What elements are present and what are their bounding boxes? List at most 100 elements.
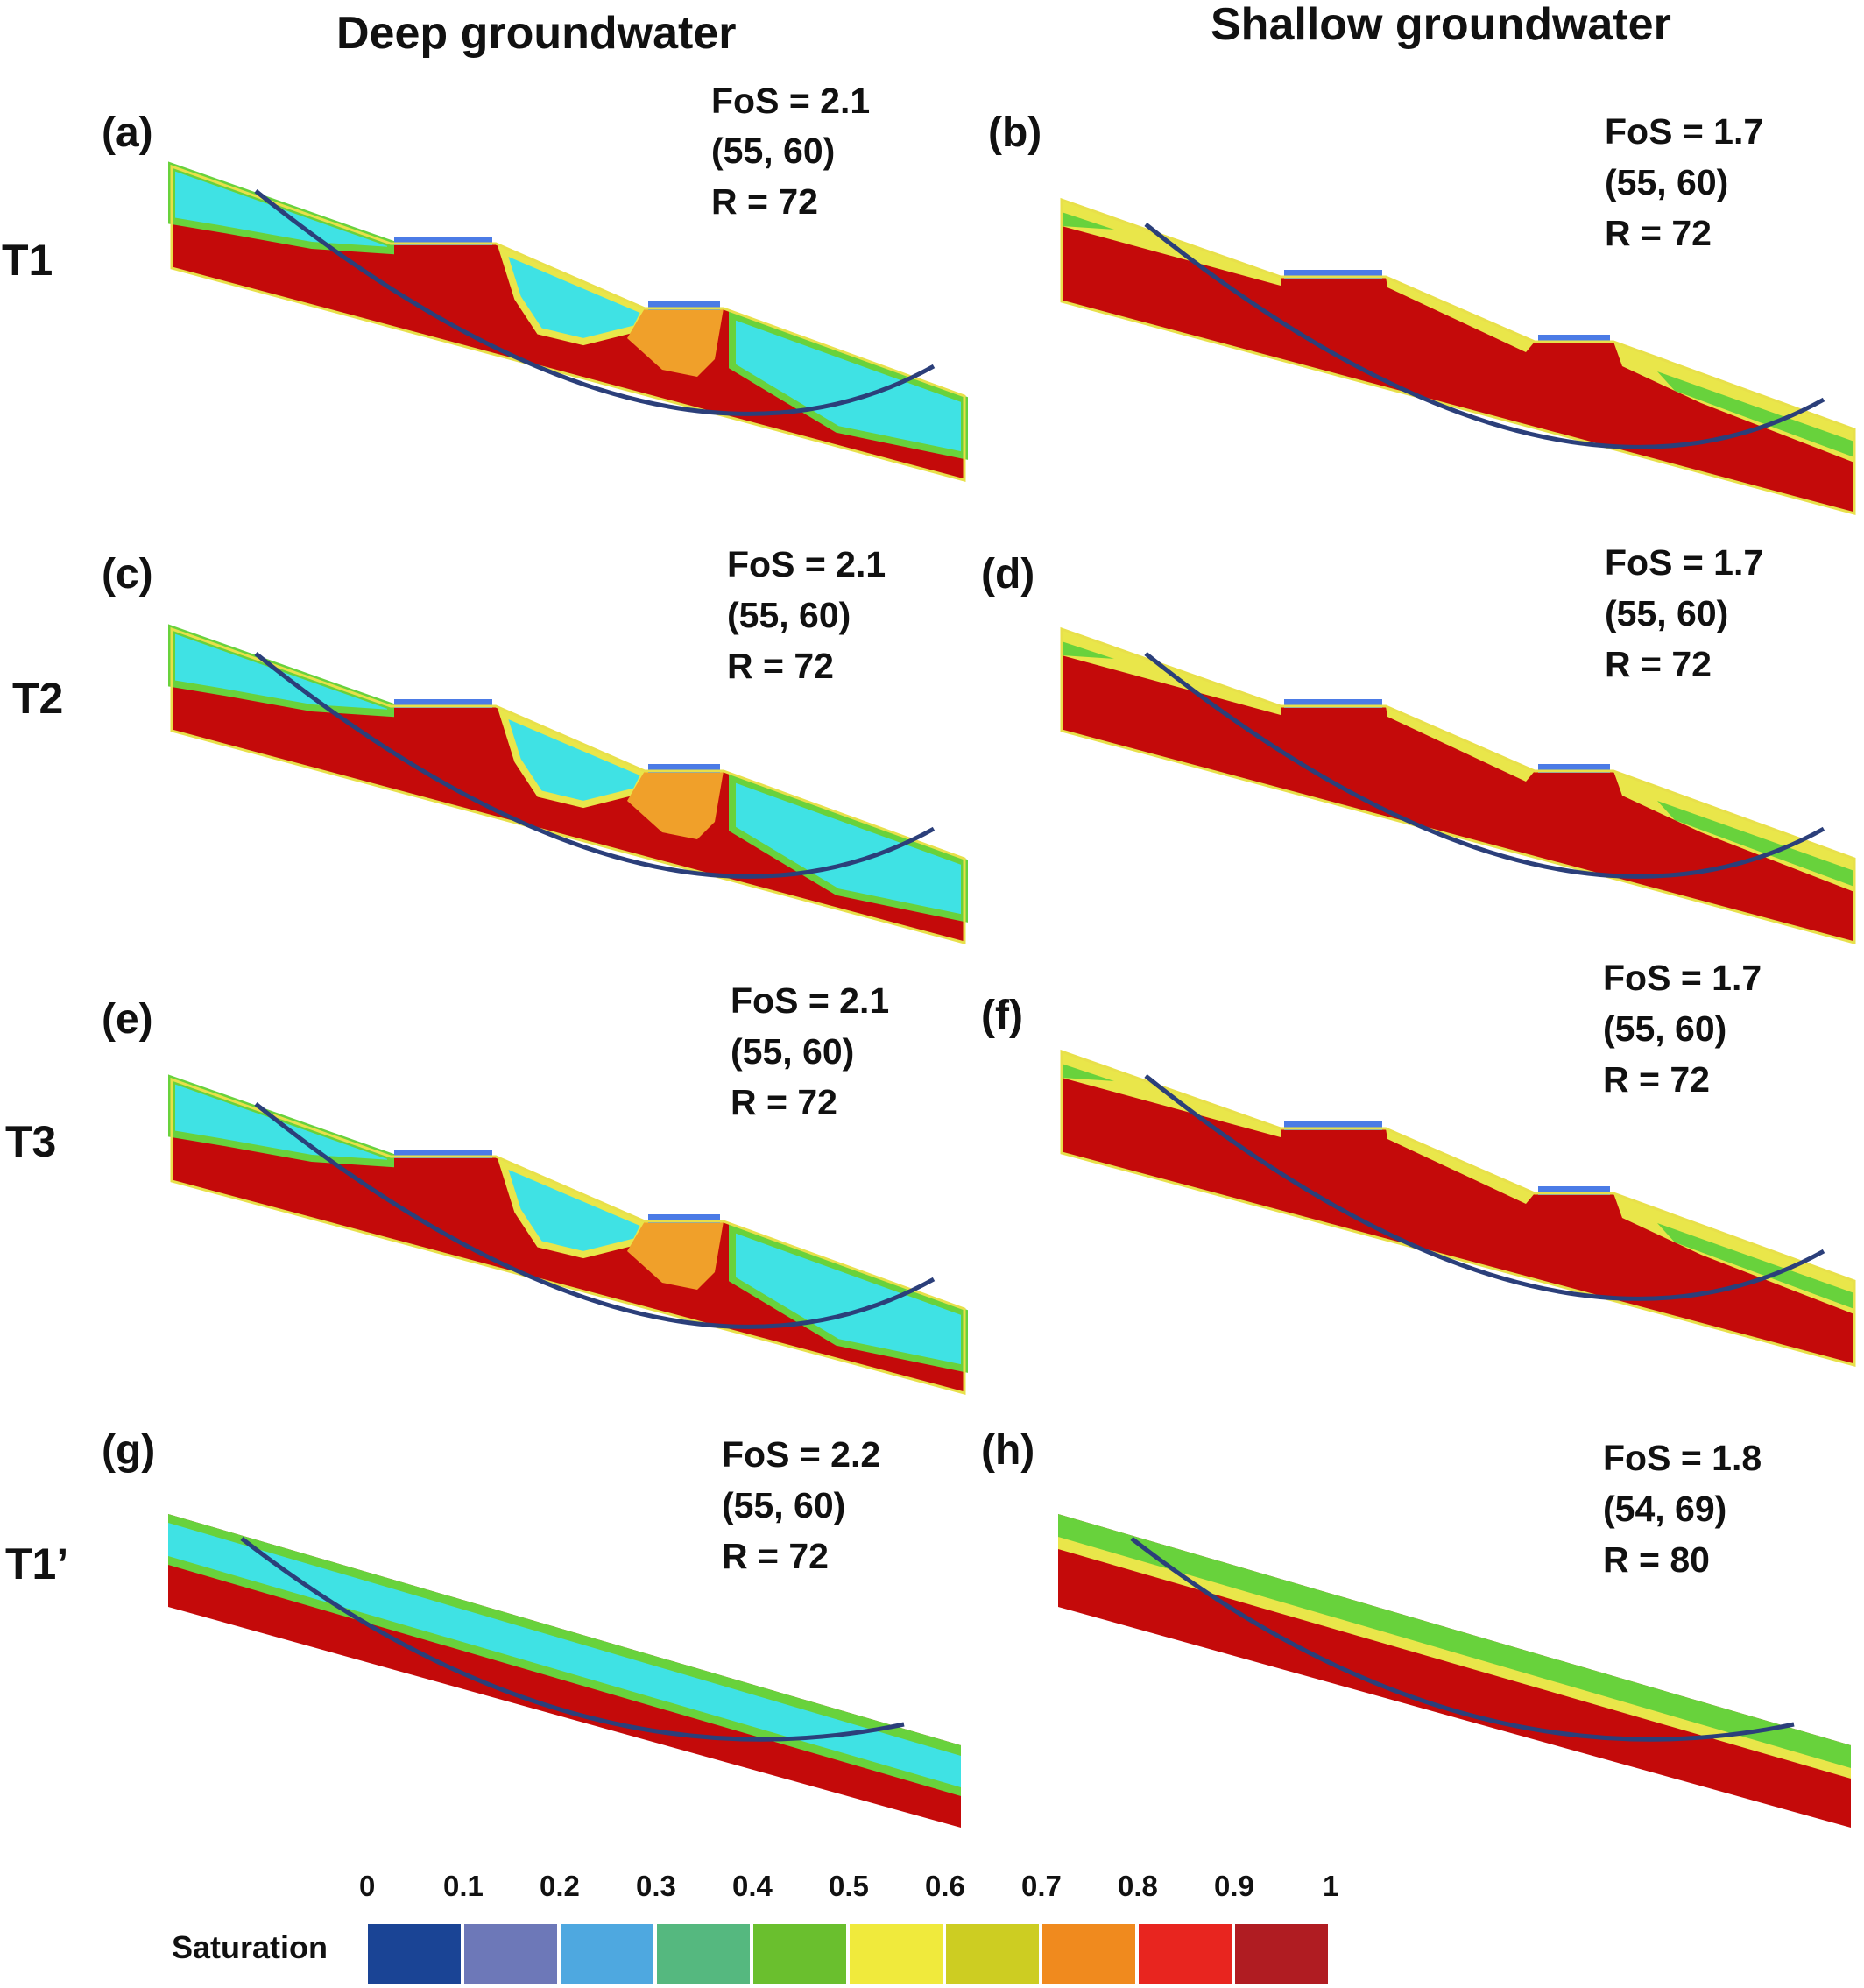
colorbar-swatch: [946, 1924, 1039, 1984]
colorbar-tick-label: 0.4: [732, 1870, 773, 1902]
colorbar-swatch: [368, 1924, 461, 1984]
unsaturated-fringe: [1386, 277, 1535, 352]
slope-outline: [170, 164, 966, 482]
dry-zone: [729, 310, 968, 460]
unsaturated-fringe: [1062, 1064, 1114, 1081]
unsaturated-fringe: [1386, 1128, 1535, 1204]
pond-upper-terrace: [1284, 1121, 1382, 1130]
slope-section-a: [168, 161, 968, 482]
pond-upper-terrace: [394, 1150, 492, 1158]
dry-zone: [729, 773, 968, 923]
panel-label-a: (a): [102, 110, 153, 156]
colorbar-tick-label: 0.8: [1118, 1870, 1158, 1902]
slope-section-c: [168, 624, 968, 944]
slip-radius-b: R = 72: [1605, 213, 1712, 253]
slip-radius-d: R = 72: [1605, 644, 1712, 684]
slip-surface: [1130, 1537, 1795, 1742]
fos-value-f: FoS = 1.7: [1603, 958, 1762, 998]
slip-radius-f: R = 72: [1603, 1059, 1710, 1100]
slip-surface: [254, 189, 936, 416]
slip-center-f: (55, 60): [1603, 1008, 1727, 1049]
colorbar-swatch: [561, 1924, 653, 1984]
slope-outline: [1060, 197, 1856, 515]
fos-value-g: FoS = 2.2: [722, 1434, 881, 1475]
colorbar-tick-label: 0.9: [1214, 1870, 1254, 1902]
dry-zone: [168, 1523, 961, 1787]
slope-section-e: [168, 1074, 968, 1395]
colorbar-swatch: [464, 1924, 557, 1984]
panel-label-b: (b): [988, 110, 1042, 156]
slip-radius-e: R = 72: [731, 1082, 837, 1122]
slip-radius-h: R = 80: [1603, 1539, 1710, 1580]
pond-lower-terrace: [648, 764, 720, 773]
slip-surface: [1144, 1074, 1825, 1301]
row-label-t1-prime: T1’: [5, 1539, 69, 1588]
pond-upper-terrace: [1284, 699, 1382, 708]
colorbar-tick-label: 1: [1323, 1870, 1339, 1902]
fos-value-h: FoS = 1.8: [1603, 1438, 1762, 1478]
slip-surface: [254, 1102, 936, 1329]
slip-center-a: (55, 60): [711, 131, 836, 171]
transition-zone: [627, 308, 724, 377]
panel-label-e: (e): [102, 996, 153, 1043]
slope-section-b: [1060, 197, 1856, 515]
fos-value-e: FoS = 2.1: [731, 980, 890, 1021]
column-title-shallow: Shallow groundwater: [1211, 0, 1671, 50]
colorbar-swatch: [657, 1924, 750, 1984]
slip-surface: [254, 652, 936, 879]
panel-label-f: (f): [981, 993, 1023, 1039]
colorbar-tick-label: 0.6: [925, 1870, 965, 1902]
pond-lower-terrace: [648, 301, 720, 310]
colorbar-swatch: [1235, 1924, 1328, 1984]
slope-outline: [170, 626, 966, 944]
slope-section-d: [1060, 626, 1856, 944]
fos-value-c: FoS = 2.1: [727, 544, 886, 584]
transition-zone: [627, 771, 724, 839]
pond-lower-terrace: [1538, 764, 1610, 773]
slip-center-h: (54, 69): [1603, 1489, 1727, 1529]
slope-section-g: [168, 1514, 961, 1828]
unsaturated-fringe: [1062, 212, 1114, 230]
colorbar-tick-label: 0.3: [636, 1870, 676, 1902]
slip-surface: [240, 1537, 905, 1742]
colorbar-title: Saturation: [172, 1929, 328, 1965]
unsaturated-fringe: [1058, 1537, 1851, 1779]
pond-lower-terrace: [1538, 335, 1610, 343]
colorbar-tick-label: 0.1: [443, 1870, 484, 1902]
slope-outline: [1060, 626, 1856, 944]
slip-center-b: (55, 60): [1605, 162, 1729, 202]
transition-zone: [627, 1221, 724, 1290]
row-label-t2: T2: [12, 674, 64, 723]
slip-center-e: (55, 60): [731, 1031, 855, 1072]
colorbar-swatch: [1042, 1924, 1135, 1984]
unsaturated-fringe: [1386, 706, 1535, 782]
unsaturated-fringe: [1062, 641, 1114, 659]
slope-outline: [1060, 1049, 1856, 1367]
slip-center-g: (55, 60): [722, 1485, 846, 1525]
colorbar-tick-label: 0: [359, 1870, 376, 1902]
panel-label-g: (g): [102, 1427, 156, 1474]
unsaturated-fringe: [1657, 801, 1854, 887]
pond-lower-terrace: [1538, 1186, 1610, 1195]
column-title-deep: Deep groundwater: [336, 8, 737, 59]
slope-section-f: [1060, 1049, 1856, 1367]
row-label-t1: T1: [2, 236, 53, 285]
unsaturated-fringe: [1657, 1223, 1854, 1309]
colorbar-tick-label: 0.7: [1021, 1870, 1062, 1902]
colorbar-tick-label: 0.5: [829, 1870, 869, 1902]
colorbar-swatch: [1139, 1924, 1232, 1984]
panel-label-c: (c): [102, 551, 153, 598]
slip-surface: [1144, 223, 1825, 449]
pond-upper-terrace: [394, 237, 492, 245]
panel-label-h: (h): [981, 1427, 1035, 1474]
pond-upper-terrace: [1284, 270, 1382, 279]
panel-label-d: (d): [981, 551, 1035, 598]
fos-value-b: FoS = 1.7: [1605, 111, 1764, 152]
row-label-t3: T3: [5, 1117, 57, 1166]
slope-section-h: [1058, 1514, 1851, 1828]
pond-upper-terrace: [394, 699, 492, 708]
slip-surface: [1144, 652, 1825, 879]
fos-value-d: FoS = 1.7: [1605, 542, 1764, 583]
slip-radius-g: R = 72: [722, 1536, 829, 1576]
